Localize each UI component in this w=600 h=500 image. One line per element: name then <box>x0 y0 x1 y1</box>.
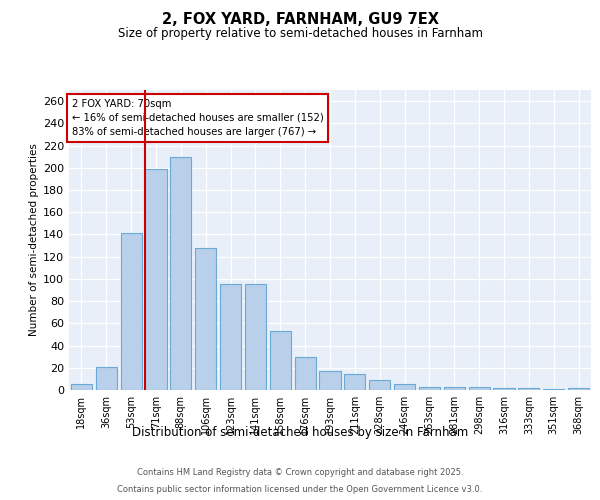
Bar <box>319 371 341 390</box>
Bar <box>493 388 515 390</box>
Text: Size of property relative to semi-detached houses in Farnham: Size of property relative to semi-detach… <box>118 28 482 40</box>
Bar <box>419 386 440 390</box>
Bar <box>543 389 564 390</box>
Bar <box>295 356 316 390</box>
Bar <box>518 388 539 390</box>
Bar <box>170 156 191 390</box>
Text: 2 FOX YARD: 70sqm
← 16% of semi-detached houses are smaller (152)
83% of semi-de: 2 FOX YARD: 70sqm ← 16% of semi-detached… <box>71 99 323 137</box>
Bar <box>121 234 142 390</box>
Bar <box>145 169 167 390</box>
Y-axis label: Number of semi-detached properties: Number of semi-detached properties <box>29 144 39 336</box>
Bar <box>369 380 390 390</box>
Bar <box>270 331 291 390</box>
Bar <box>195 248 216 390</box>
Bar <box>96 366 117 390</box>
Bar <box>568 388 589 390</box>
Text: Contains HM Land Registry data © Crown copyright and database right 2025.: Contains HM Land Registry data © Crown c… <box>137 468 463 477</box>
Text: Distribution of semi-detached houses by size in Farnham: Distribution of semi-detached houses by … <box>132 426 468 439</box>
Bar <box>344 374 365 390</box>
Bar <box>394 384 415 390</box>
Bar <box>71 384 92 390</box>
Text: 2, FOX YARD, FARNHAM, GU9 7EX: 2, FOX YARD, FARNHAM, GU9 7EX <box>161 12 439 28</box>
Bar <box>444 386 465 390</box>
Bar <box>469 386 490 390</box>
Bar <box>220 284 241 390</box>
Bar <box>245 284 266 390</box>
Text: Contains public sector information licensed under the Open Government Licence v3: Contains public sector information licen… <box>118 484 482 494</box>
